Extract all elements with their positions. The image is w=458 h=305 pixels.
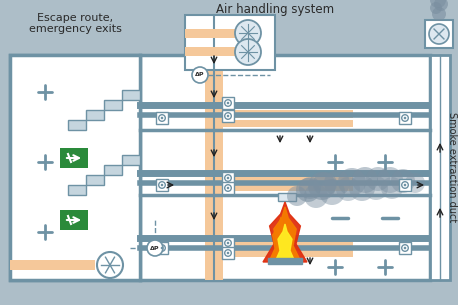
Circle shape	[391, 169, 415, 193]
Bar	[156, 112, 168, 124]
Circle shape	[296, 178, 320, 202]
Circle shape	[161, 184, 164, 186]
Circle shape	[432, 7, 446, 21]
Circle shape	[97, 252, 123, 278]
Bar	[399, 179, 411, 191]
Bar	[399, 112, 411, 124]
Bar	[222, 182, 234, 194]
Bar	[122, 90, 140, 100]
Circle shape	[324, 170, 350, 196]
Bar	[185, 47, 235, 56]
Circle shape	[161, 117, 164, 119]
Circle shape	[403, 247, 406, 249]
Circle shape	[192, 67, 208, 83]
Circle shape	[304, 184, 328, 208]
Circle shape	[161, 247, 164, 249]
Bar	[222, 110, 234, 122]
Circle shape	[364, 176, 388, 200]
Circle shape	[403, 184, 406, 186]
Bar	[86, 175, 104, 185]
Text: Escape route,: Escape route,	[37, 13, 113, 23]
Circle shape	[430, 2, 442, 14]
Bar	[222, 97, 234, 109]
Bar	[10, 55, 140, 280]
Bar	[10, 260, 95, 270]
Circle shape	[429, 24, 449, 44]
Circle shape	[377, 167, 403, 193]
Circle shape	[227, 187, 229, 189]
Text: ΔP: ΔP	[150, 246, 160, 250]
Circle shape	[319, 179, 345, 205]
Polygon shape	[275, 224, 295, 262]
Bar	[223, 240, 353, 248]
Bar	[60, 148, 88, 168]
Circle shape	[349, 175, 375, 201]
Bar	[425, 20, 453, 48]
Circle shape	[308, 172, 336, 200]
Polygon shape	[269, 217, 293, 262]
Circle shape	[227, 177, 229, 179]
Bar	[156, 179, 168, 191]
Circle shape	[405, 173, 425, 193]
Bar	[104, 100, 122, 110]
Circle shape	[352, 167, 378, 193]
Circle shape	[430, 0, 446, 8]
Circle shape	[227, 102, 229, 104]
Bar	[156, 242, 168, 254]
Bar	[60, 210, 88, 230]
Bar	[399, 242, 411, 254]
Circle shape	[227, 242, 229, 244]
Circle shape	[434, 0, 448, 11]
Bar	[222, 172, 234, 184]
Bar	[278, 193, 296, 201]
Circle shape	[366, 167, 390, 191]
Bar	[185, 15, 275, 70]
Circle shape	[336, 177, 360, 201]
Bar	[223, 250, 353, 257]
Bar	[222, 237, 234, 249]
Polygon shape	[269, 207, 301, 262]
Bar	[86, 110, 104, 120]
Circle shape	[235, 39, 261, 65]
Text: Smoke extraction duct: Smoke extraction duct	[447, 112, 457, 222]
Bar	[222, 247, 234, 259]
Circle shape	[227, 115, 229, 117]
Bar	[122, 155, 140, 165]
Bar	[223, 120, 353, 127]
Circle shape	[287, 186, 307, 206]
Circle shape	[227, 252, 229, 254]
Circle shape	[299, 177, 321, 199]
Circle shape	[313, 172, 337, 196]
Bar	[140, 55, 430, 280]
Bar	[68, 185, 86, 195]
Bar	[268, 258, 302, 264]
Circle shape	[403, 117, 406, 119]
Bar	[205, 15, 223, 280]
Bar	[223, 110, 353, 118]
Polygon shape	[263, 202, 307, 262]
Circle shape	[381, 177, 403, 199]
Bar	[10, 55, 140, 280]
Bar	[68, 120, 86, 130]
Text: Air handling system: Air handling system	[216, 3, 334, 16]
Bar	[223, 175, 353, 183]
Bar	[185, 29, 235, 38]
Bar	[430, 55, 450, 280]
Circle shape	[147, 240, 163, 256]
Text: ΔP: ΔP	[195, 73, 205, 77]
Bar	[104, 165, 122, 175]
Bar	[223, 184, 353, 191]
Circle shape	[235, 20, 261, 46]
Text: emergency exits: emergency exits	[28, 24, 121, 34]
Circle shape	[338, 168, 366, 196]
